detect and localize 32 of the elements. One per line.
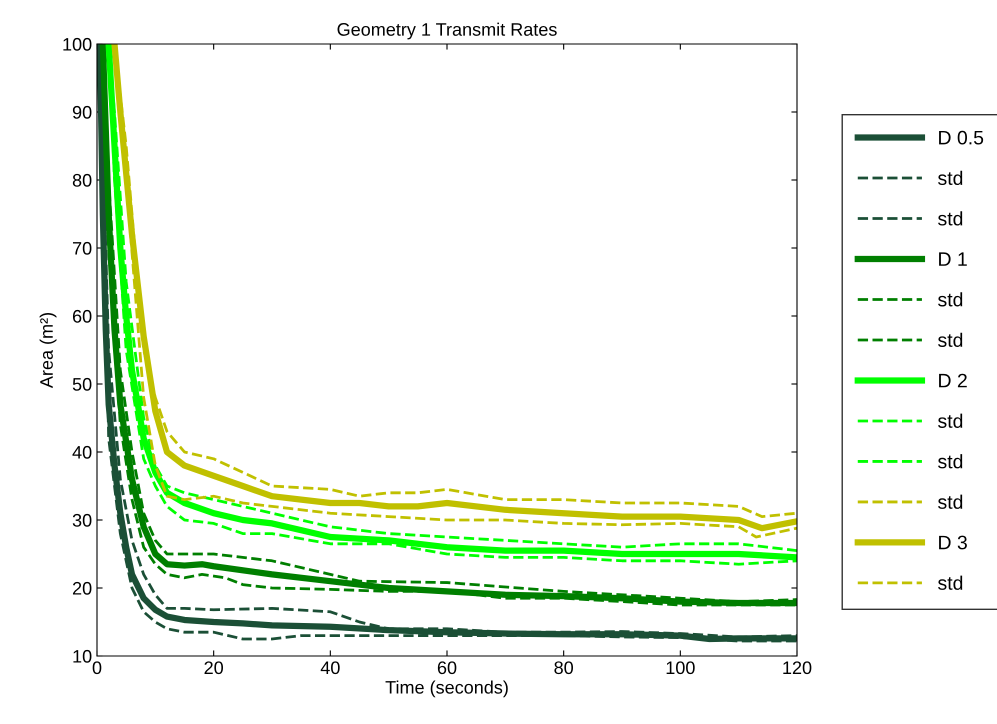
legend-label: std [938, 211, 962, 226]
legend-label: std [938, 576, 962, 590]
y-axis-title: Area (m²) [40, 313, 56, 388]
legend-label: std [938, 292, 962, 306]
legend-label: D 2 [939, 374, 967, 388]
chart-title: Geometry 1 Transmit Rates [338, 22, 557, 40]
legend-label: D 3 [939, 536, 967, 550]
x-axis-title: Time (seconds) [386, 680, 508, 698]
y-tick-label: 80 [72, 174, 92, 187]
y-tick-label: 70 [72, 242, 92, 255]
legend-label: D 0.5 [939, 130, 984, 145]
x-tick-label: 120 [783, 661, 812, 674]
y-tick-label: 40 [72, 446, 92, 459]
y-tick-label: 30 [72, 514, 92, 527]
x-tick-label: 60 [438, 661, 456, 674]
y-tick-label: 20 [72, 582, 92, 595]
y-tick-label: 60 [72, 310, 92, 323]
legend-label: std [938, 494, 962, 509]
legend-label: std [938, 332, 962, 347]
legend-label: std [938, 170, 962, 186]
x-tick-label: 20 [204, 661, 224, 674]
x-tick-label: 100 [666, 661, 695, 674]
y-tick-label: 10 [73, 650, 92, 663]
legend-label: std [938, 454, 962, 468]
x-tick-label: 80 [554, 661, 574, 674]
x-tick-label: 0 [92, 661, 102, 674]
x-tick-label: 40 [320, 661, 340, 674]
y-tick-label: 100 [63, 38, 92, 51]
y-tick-label: 50 [72, 378, 92, 391]
y-tick-label: 90 [72, 106, 92, 119]
legend-label: D 1 [939, 252, 967, 266]
legend-label: std [938, 414, 962, 428]
